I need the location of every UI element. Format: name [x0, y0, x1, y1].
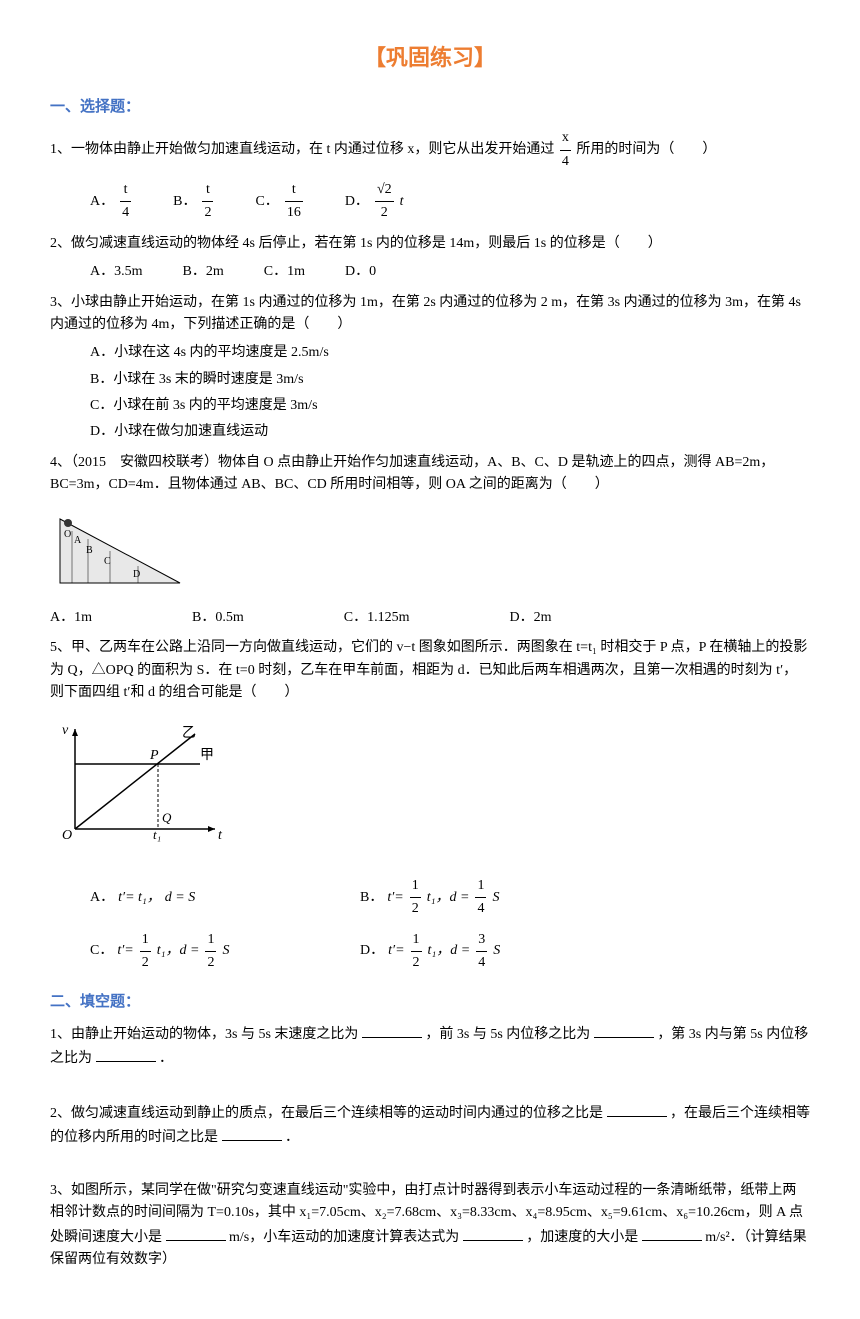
blank	[463, 1225, 523, 1241]
blank	[96, 1046, 156, 1062]
blank	[222, 1125, 282, 1141]
vt-graph: v t O t₁ P Q 甲 乙	[50, 719, 230, 849]
q1-text-post: 所用的时间为（ ）	[576, 142, 716, 157]
question-5: 5、甲、乙两车在公路上沿同一方向做直线运动，它们的 v−t 图象如图所示．两图象…	[50, 637, 810, 974]
q2-opt-c: C．1m	[264, 261, 305, 283]
q3-opt-a: A．小球在这 4s 内的平均速度是 2.5m/s	[90, 342, 810, 364]
section-2-header: 二、填空题：	[50, 990, 810, 1014]
svg-text:v: v	[62, 723, 69, 738]
blank	[166, 1225, 226, 1241]
q5-opt-c: C． t′= 1 2 t₁，d = 1 2 S	[90, 929, 330, 975]
blank	[362, 1022, 422, 1038]
section-1-header: 一、选择题：	[50, 95, 810, 119]
q3-opt-d: D．小球在做匀加速直线运动	[90, 421, 810, 443]
fill-question-2: 2、做匀减速直线运动到静止的质点，在最后三个连续相等的运动时间内通过的位移之比是…	[50, 1101, 810, 1150]
svg-text:Q: Q	[162, 810, 172, 825]
blank	[594, 1022, 654, 1038]
q2-opt-d: D．0	[345, 261, 376, 283]
q1-opt-b: B． t 2	[173, 179, 215, 225]
svg-text:t: t	[218, 828, 223, 843]
q5-opt-a: A． t′= t₁， d = S	[90, 875, 330, 921]
q4-opt-d: D．2m	[509, 607, 551, 629]
q1-frac-x: x 4	[560, 127, 571, 173]
q1-opt-d: D． √2 2 t	[345, 179, 404, 225]
q4-opt-c: C．1.125m	[344, 607, 410, 629]
svg-text:甲: 甲	[200, 748, 214, 763]
q1-opt-c: C． t 16	[255, 179, 304, 225]
svg-text:A: A	[74, 535, 82, 546]
question-2: 2、做匀减速直线运动的物体经 4s 后停止，若在第 1s 内的位移是 14m，则…	[50, 233, 810, 284]
question-1: 1、一物体由静止开始做匀加速直线运动，在 t 内通过位移 x，则它从出发开始通过…	[50, 127, 810, 225]
svg-text:O: O	[64, 529, 71, 540]
q3-opt-c: C．小球在前 3s 内的平均速度是 3m/s	[90, 395, 810, 417]
q1-opt-a: A． t 4	[90, 179, 133, 225]
svg-text:乙: 乙	[182, 725, 196, 741]
q5-opt-d: D． t′= 1 2 t₁，d = 3 4 S	[360, 929, 600, 975]
blank	[642, 1225, 702, 1241]
svg-text:D: D	[133, 569, 140, 580]
q3-opt-b: B．小球在 3s 末的瞬时速度是 3m/s	[90, 369, 810, 391]
q4-opt-b: B．0.5m	[192, 607, 244, 629]
triangle-diagram: O A B C D	[50, 511, 190, 591]
q1-text-pre: 1、一物体由静止开始做匀加速直线运动，在 t 内通过位移 x，则它从出发开始通过	[50, 142, 554, 157]
q4-opt-a: A．1m	[50, 607, 92, 629]
question-4: 4、（2015 安徽四校联考）物体自 O 点由静止开始作匀加速直线运动，A、B、…	[50, 452, 810, 630]
fill-question-3: 3、如图所示，某同学在做"研究匀变速直线运动"实验中，由打点计时器得到表示小车运…	[50, 1180, 810, 1272]
q2-opt-b: B．2m	[183, 261, 224, 283]
q2-opt-a: A．3.5m	[90, 261, 143, 283]
blank	[607, 1101, 667, 1117]
q5-opt-b: B． t′= 1 2 t₁，d = 1 4 S	[360, 875, 600, 921]
svg-text:O: O	[62, 828, 72, 843]
svg-text:P: P	[149, 748, 159, 763]
question-3: 3、小球由静止开始运动，在第 1s 内通过的位移为 1m，在第 2s 内通过的位…	[50, 292, 810, 444]
fill-question-1: 1、由静止开始运动的物体，3s 与 5s 末速度之比为 ，前 3s 与 5s 内…	[50, 1022, 810, 1071]
svg-text:B: B	[86, 545, 93, 556]
svg-text:t₁: t₁	[153, 827, 161, 842]
page-title: 【巩固练习】	[50, 40, 810, 75]
